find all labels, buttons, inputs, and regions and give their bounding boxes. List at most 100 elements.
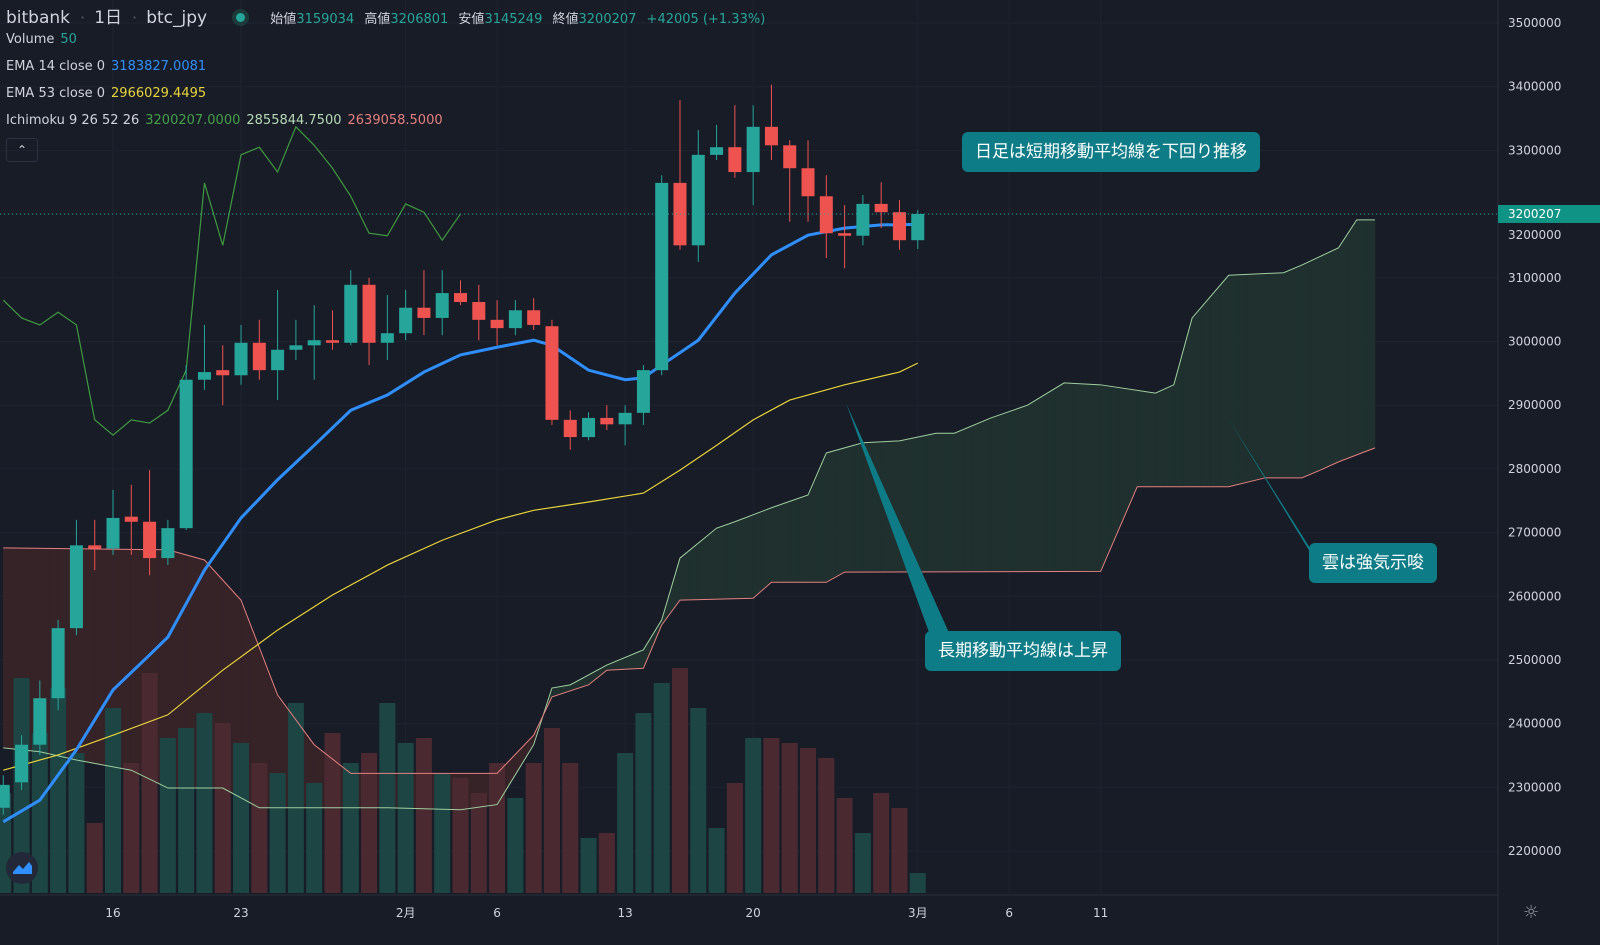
ichimoku-legend[interactable]: Ichimoku 9 26 52 26 3200207.0000 2855844.7… bbox=[6, 113, 443, 128]
candle-body bbox=[600, 417, 614, 425]
cloud-segment bbox=[816, 452, 827, 583]
cloud-segment bbox=[725, 521, 736, 600]
ema14-label: EMA 14 close 0 bbox=[6, 59, 106, 74]
candle-body bbox=[325, 340, 339, 343]
cloud-segment bbox=[688, 542, 699, 601]
close-label: 終値 bbox=[552, 12, 579, 27]
ichimoku-value-1: 3200207.0000 bbox=[145, 113, 241, 128]
cloud-segment bbox=[1082, 383, 1092, 572]
volume-bar bbox=[635, 713, 652, 893]
cloud-segment bbox=[2, 547, 13, 750]
candle-body bbox=[911, 213, 925, 241]
y-tick-label: 3300000 bbox=[1508, 143, 1561, 157]
volume-bar bbox=[342, 763, 359, 893]
leading-span-b-line bbox=[3, 447, 1376, 774]
chevron-up-icon: ⌃ bbox=[16, 143, 28, 157]
cloud-segment bbox=[707, 527, 717, 600]
volume-bar bbox=[196, 713, 213, 893]
x-tick-label: 11 bbox=[1093, 906, 1108, 920]
open-value: 3159034 bbox=[296, 12, 355, 27]
cloud-segment bbox=[1036, 393, 1047, 572]
candle-body bbox=[673, 182, 687, 246]
x-tick-label: 3月 bbox=[908, 906, 928, 920]
open-label: 始値 bbox=[270, 12, 297, 27]
cloud-segment bbox=[94, 548, 105, 766]
volume-bar bbox=[233, 743, 250, 893]
volume-bar bbox=[671, 668, 688, 893]
candle-body bbox=[69, 545, 83, 629]
cloud-segment bbox=[990, 414, 1001, 573]
callout-pointer bbox=[846, 403, 950, 635]
cloud-segment bbox=[972, 421, 983, 573]
cloud-segment bbox=[1008, 407, 1019, 572]
volume-bar bbox=[434, 773, 451, 893]
ema53-legend[interactable]: EMA 53 close 0 2966029.4495 bbox=[6, 86, 206, 101]
cloud-segment bbox=[1365, 219, 1376, 452]
volume-bar bbox=[269, 773, 286, 893]
y-tick-label: 2200000 bbox=[1508, 844, 1561, 858]
candle-body bbox=[582, 417, 596, 438]
symbol-name[interactable]: btc_jpy bbox=[146, 8, 208, 28]
current-price-label: 3200207 bbox=[1508, 207, 1561, 221]
collapse-legend-button[interactable]: ⌃ bbox=[6, 138, 38, 162]
cloud-segment bbox=[963, 425, 973, 573]
cloud-segment bbox=[1173, 351, 1184, 488]
volume-bar bbox=[178, 728, 195, 893]
y-tick-label: 3500000 bbox=[1508, 16, 1561, 30]
volume-legend[interactable]: Volume 50 bbox=[6, 32, 77, 47]
cloud-segment bbox=[780, 500, 791, 583]
volume-bar bbox=[489, 763, 506, 893]
interval[interactable]: 1日 bbox=[94, 8, 123, 28]
ema53-line bbox=[3, 362, 919, 771]
cloud-segment bbox=[1356, 219, 1367, 456]
settings-gear-icon[interactable]: ☼ bbox=[1523, 902, 1540, 923]
cloud-segment bbox=[826, 450, 836, 583]
candle-body bbox=[618, 412, 632, 425]
volume-bar bbox=[543, 728, 560, 893]
market-status-icon bbox=[236, 13, 246, 22]
cloud-segment bbox=[789, 497, 800, 583]
annotation-callout[interactable]: 雲は強気示唆 bbox=[1309, 543, 1437, 583]
cloud-segment bbox=[944, 432, 955, 573]
cloud-segment bbox=[1100, 384, 1111, 572]
candle-body bbox=[289, 345, 303, 350]
exchange-name[interactable]: bitbank bbox=[6, 8, 71, 28]
cloud-segment bbox=[761, 507, 772, 591]
candle-body bbox=[545, 326, 559, 420]
x-tick-label: 23 bbox=[233, 906, 248, 920]
annotation-callout[interactable]: 長期移動平均線は上昇 bbox=[925, 631, 1121, 671]
ema14-legend[interactable]: EMA 14 close 0 3183827.0081 bbox=[6, 59, 206, 74]
y-tick-label: 3200000 bbox=[1508, 228, 1561, 242]
volume-value: 50 bbox=[60, 32, 77, 47]
volume-bar bbox=[306, 783, 323, 893]
close-value: 3200207 bbox=[578, 12, 637, 27]
candle-body bbox=[197, 372, 211, 380]
candle-body bbox=[728, 147, 742, 173]
cloud-segment bbox=[1210, 285, 1220, 488]
cloud-segment bbox=[1274, 272, 1284, 479]
candle-body bbox=[636, 370, 650, 413]
cloud-segment bbox=[917, 434, 928, 573]
volume-bar bbox=[141, 673, 158, 893]
low-label: 安値 bbox=[458, 12, 485, 27]
volume-bar bbox=[854, 833, 871, 893]
candle-body bbox=[874, 203, 888, 213]
y-tick-label: 3000000 bbox=[1508, 335, 1561, 349]
cloud-segment bbox=[1146, 391, 1156, 488]
tradingview-logo-icon[interactable] bbox=[6, 852, 38, 884]
x-tick-label: 16 bbox=[105, 906, 120, 920]
candle-body bbox=[106, 517, 120, 549]
candle-body bbox=[362, 284, 376, 343]
cloud-segment bbox=[121, 548, 132, 771]
lagging-span-line bbox=[2, 125, 462, 436]
candle-body bbox=[710, 147, 724, 155]
cloud-segment bbox=[679, 549, 690, 601]
cloud-segment bbox=[743, 514, 754, 599]
volume-bar bbox=[690, 708, 707, 893]
candle-body bbox=[655, 182, 669, 371]
candle-body bbox=[344, 284, 358, 343]
annotation-callout[interactable]: 日足は短期移動平均線を下回り推移 bbox=[962, 132, 1260, 172]
volume-bar bbox=[836, 798, 853, 893]
cloud-segment bbox=[1200, 295, 1211, 488]
